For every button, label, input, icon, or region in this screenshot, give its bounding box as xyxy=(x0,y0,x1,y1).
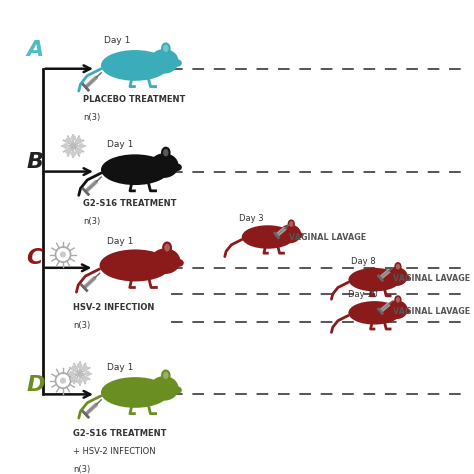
Text: VAGINAL LAVAGE: VAGINAL LAVAGE xyxy=(289,233,366,241)
Ellipse shape xyxy=(161,369,171,382)
Ellipse shape xyxy=(100,249,171,282)
Ellipse shape xyxy=(396,264,400,270)
Ellipse shape xyxy=(289,221,293,227)
Ellipse shape xyxy=(403,308,410,314)
Ellipse shape xyxy=(163,45,169,52)
Ellipse shape xyxy=(163,149,169,156)
Circle shape xyxy=(71,144,76,148)
Text: G2-S16 TREATMENT: G2-S16 TREATMENT xyxy=(83,199,176,208)
Ellipse shape xyxy=(172,59,182,67)
Circle shape xyxy=(71,376,77,382)
Circle shape xyxy=(69,371,74,376)
Ellipse shape xyxy=(385,267,408,286)
Text: + HSV-2 INFECTION: + HSV-2 INFECTION xyxy=(73,447,156,456)
Ellipse shape xyxy=(161,146,171,159)
Ellipse shape xyxy=(161,42,171,55)
Ellipse shape xyxy=(164,244,170,252)
Ellipse shape xyxy=(242,225,294,249)
Text: C: C xyxy=(26,248,43,268)
Circle shape xyxy=(77,363,82,369)
Text: n(3): n(3) xyxy=(83,113,100,122)
Text: n(3): n(3) xyxy=(73,321,91,330)
Circle shape xyxy=(71,365,77,371)
Ellipse shape xyxy=(288,219,295,228)
Text: Day 8: Day 8 xyxy=(351,257,375,266)
Ellipse shape xyxy=(394,262,401,271)
Circle shape xyxy=(71,151,76,156)
Ellipse shape xyxy=(403,275,410,281)
Text: VAGINAL LAVAGE: VAGINAL LAVAGE xyxy=(393,274,471,283)
Text: A: A xyxy=(26,40,43,60)
Text: Day 1: Day 1 xyxy=(107,140,133,149)
Circle shape xyxy=(82,365,88,371)
Ellipse shape xyxy=(101,50,169,81)
Text: n(3): n(3) xyxy=(83,217,100,226)
Text: HSV-2 INFECTION: HSV-2 INFECTION xyxy=(73,303,155,312)
Circle shape xyxy=(82,376,88,382)
Circle shape xyxy=(60,252,66,257)
Ellipse shape xyxy=(150,49,179,73)
Text: Day 1: Day 1 xyxy=(104,36,131,45)
Circle shape xyxy=(71,136,76,141)
Ellipse shape xyxy=(394,295,401,304)
Ellipse shape xyxy=(162,241,172,254)
Text: VAGINAL LAVAGE: VAGINAL LAVAGE xyxy=(393,308,471,316)
Circle shape xyxy=(77,378,82,384)
Ellipse shape xyxy=(348,268,401,292)
Circle shape xyxy=(63,143,68,149)
Text: Day 1: Day 1 xyxy=(107,237,133,246)
Circle shape xyxy=(65,137,71,143)
Text: PLACEBO TREATMENT: PLACEBO TREATMENT xyxy=(83,95,185,104)
Circle shape xyxy=(65,149,71,155)
Ellipse shape xyxy=(174,259,184,267)
Circle shape xyxy=(76,149,82,155)
Text: Day 1: Day 1 xyxy=(107,363,133,372)
Text: G2-S16 TREATMENT: G2-S16 TREATMENT xyxy=(73,429,167,438)
Ellipse shape xyxy=(150,376,179,401)
Ellipse shape xyxy=(163,372,169,379)
Circle shape xyxy=(76,137,82,143)
Text: Day 10: Day 10 xyxy=(348,291,378,299)
Ellipse shape xyxy=(396,297,400,303)
Ellipse shape xyxy=(150,153,179,178)
Circle shape xyxy=(60,378,66,383)
Ellipse shape xyxy=(385,301,408,319)
Ellipse shape xyxy=(296,232,303,238)
Ellipse shape xyxy=(101,155,169,185)
Ellipse shape xyxy=(172,386,182,394)
Text: n(3): n(3) xyxy=(73,465,91,474)
Ellipse shape xyxy=(101,377,169,408)
Text: B: B xyxy=(26,152,43,172)
Circle shape xyxy=(78,143,84,149)
Ellipse shape xyxy=(172,164,182,171)
Ellipse shape xyxy=(348,301,401,325)
Ellipse shape xyxy=(279,225,301,243)
Circle shape xyxy=(77,371,82,376)
Text: D: D xyxy=(26,375,45,395)
Text: Day 3: Day 3 xyxy=(239,214,264,222)
Circle shape xyxy=(84,371,90,376)
Ellipse shape xyxy=(150,248,181,274)
